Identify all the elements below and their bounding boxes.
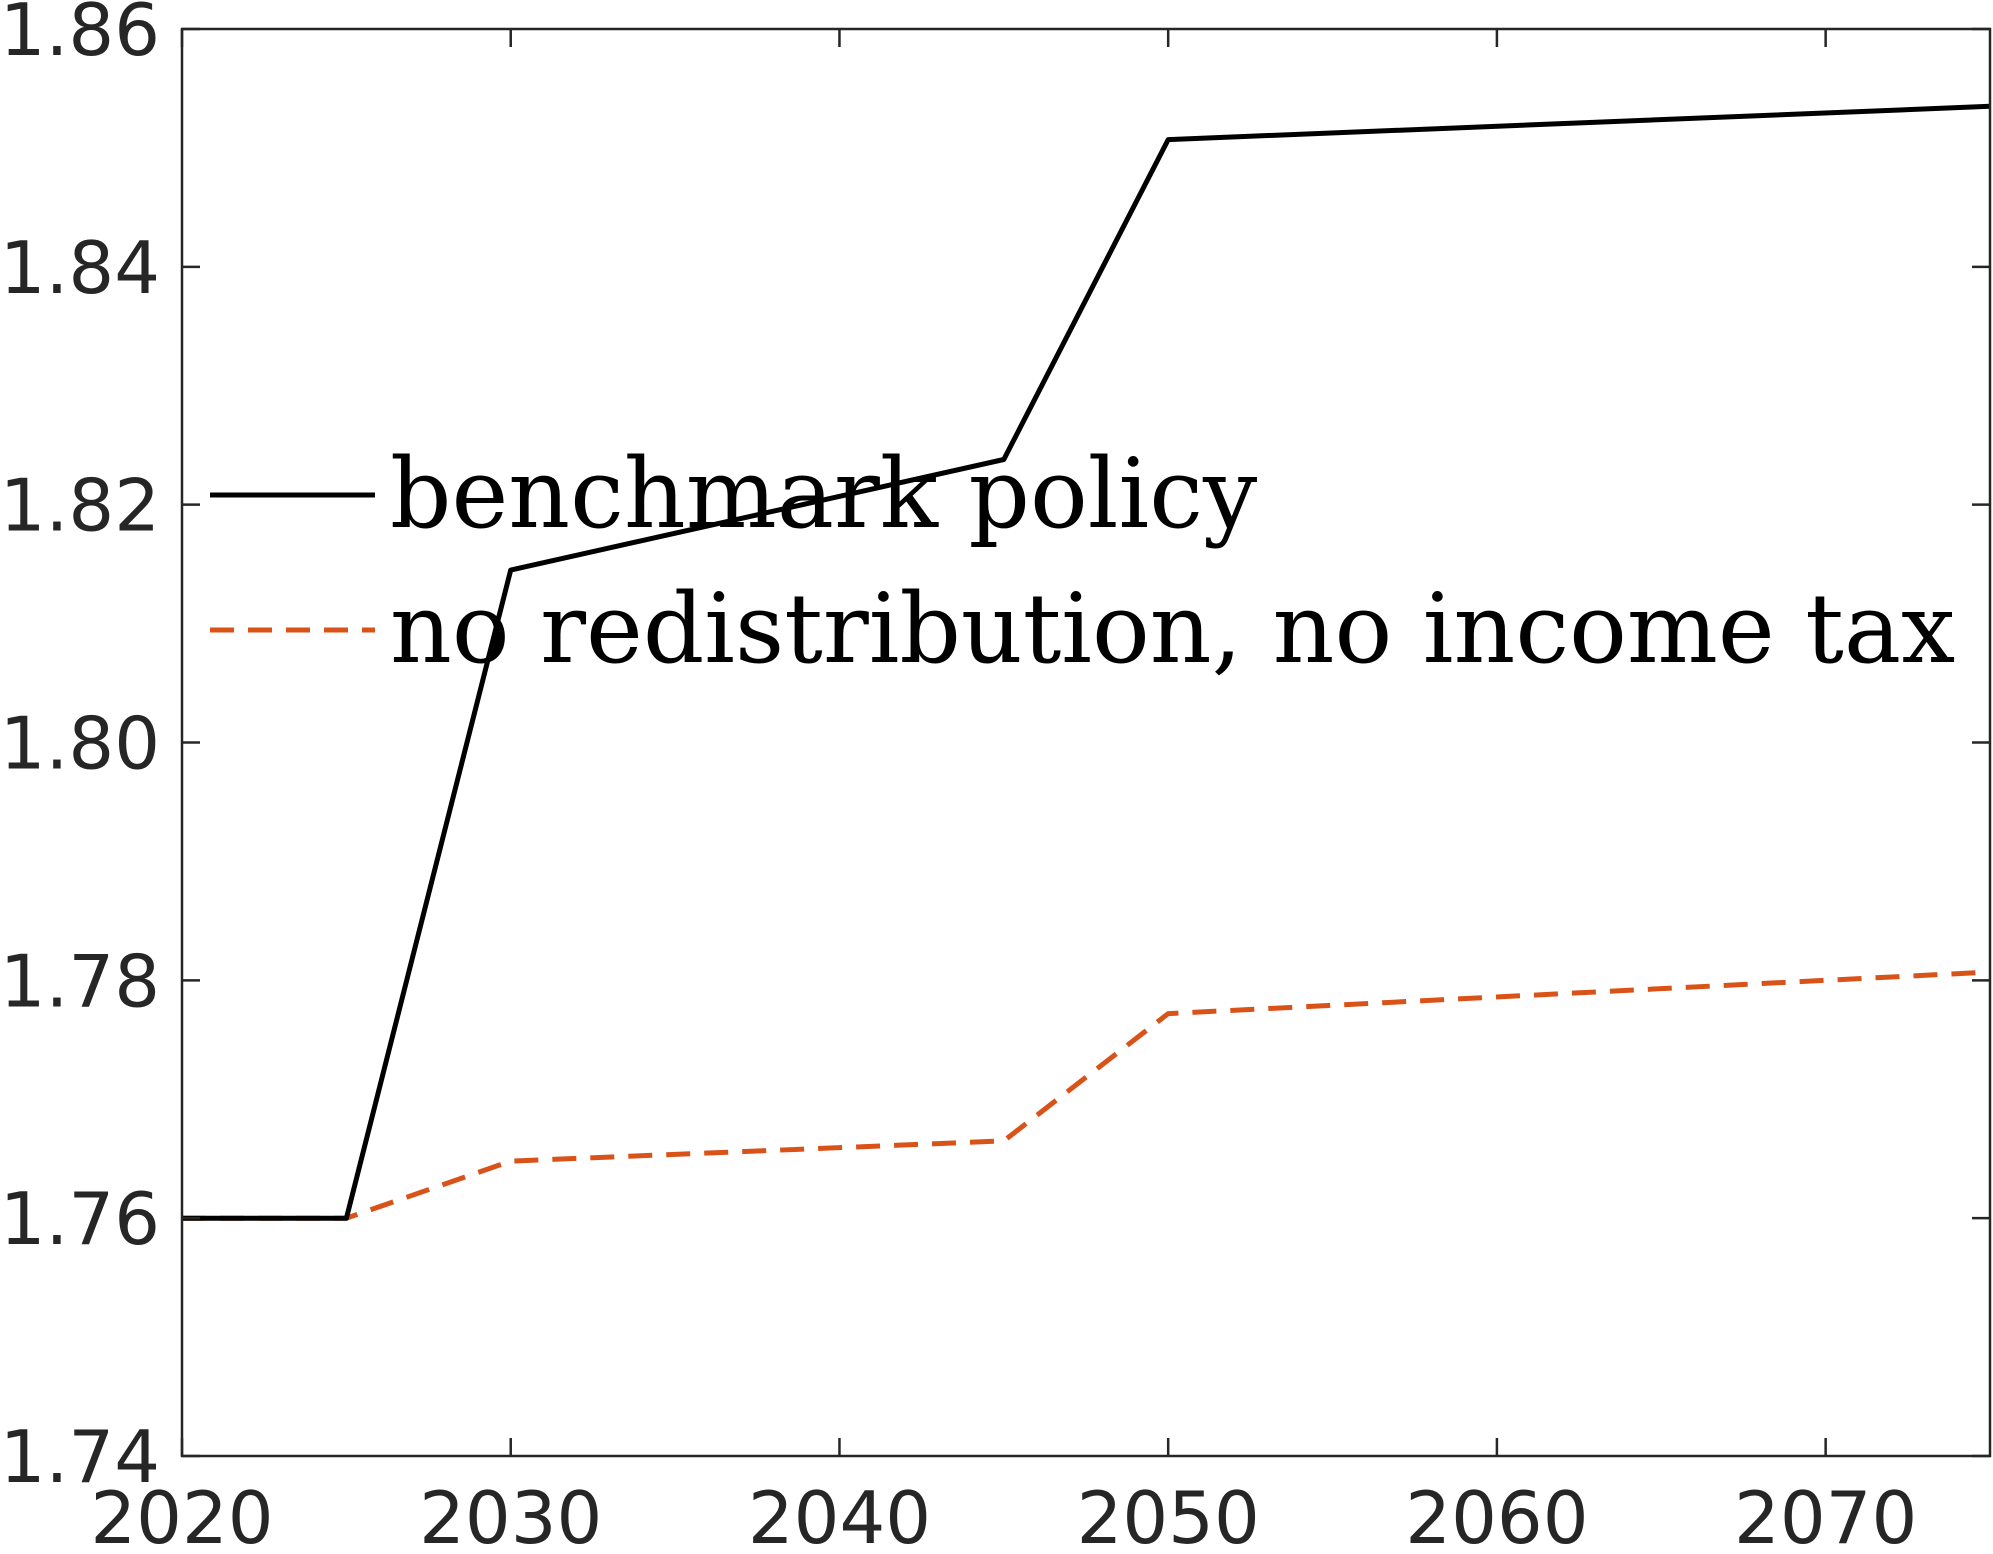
series-line-no-redistribution [182, 969, 1991, 1221]
y-tick-label: 1.84 [0, 226, 160, 310]
legend-label: no redistribution, no income tax [390, 573, 1955, 685]
series-layer [182, 103, 1991, 1221]
series-line-benchmark-policy [182, 103, 1991, 1221]
x-tick-label: 2050 [1077, 1476, 1260, 1554]
x-tick-label: 2030 [419, 1476, 602, 1554]
x-tick-label: 2060 [1405, 1476, 1588, 1554]
axes-frame [180, 27, 1992, 1458]
x-tick-label: 2040 [748, 1476, 931, 1554]
legend: benchmark policy no redistribution, no in… [210, 438, 1955, 685]
y-tick-label: 1.82 [0, 464, 160, 548]
y-tick-label: 1.80 [0, 702, 160, 786]
y-tick-label: 1.86 [0, 0, 160, 72]
x-tick-label: 2020 [90, 1476, 273, 1554]
x-tick-label: 2070 [1734, 1476, 1917, 1554]
y-tick-label: 1.76 [0, 1177, 160, 1261]
y-tick-label: 1.78 [0, 939, 160, 1023]
y-tick-label: 1.74 [0, 1415, 160, 1499]
legend-label: benchmark policy [390, 438, 1257, 550]
